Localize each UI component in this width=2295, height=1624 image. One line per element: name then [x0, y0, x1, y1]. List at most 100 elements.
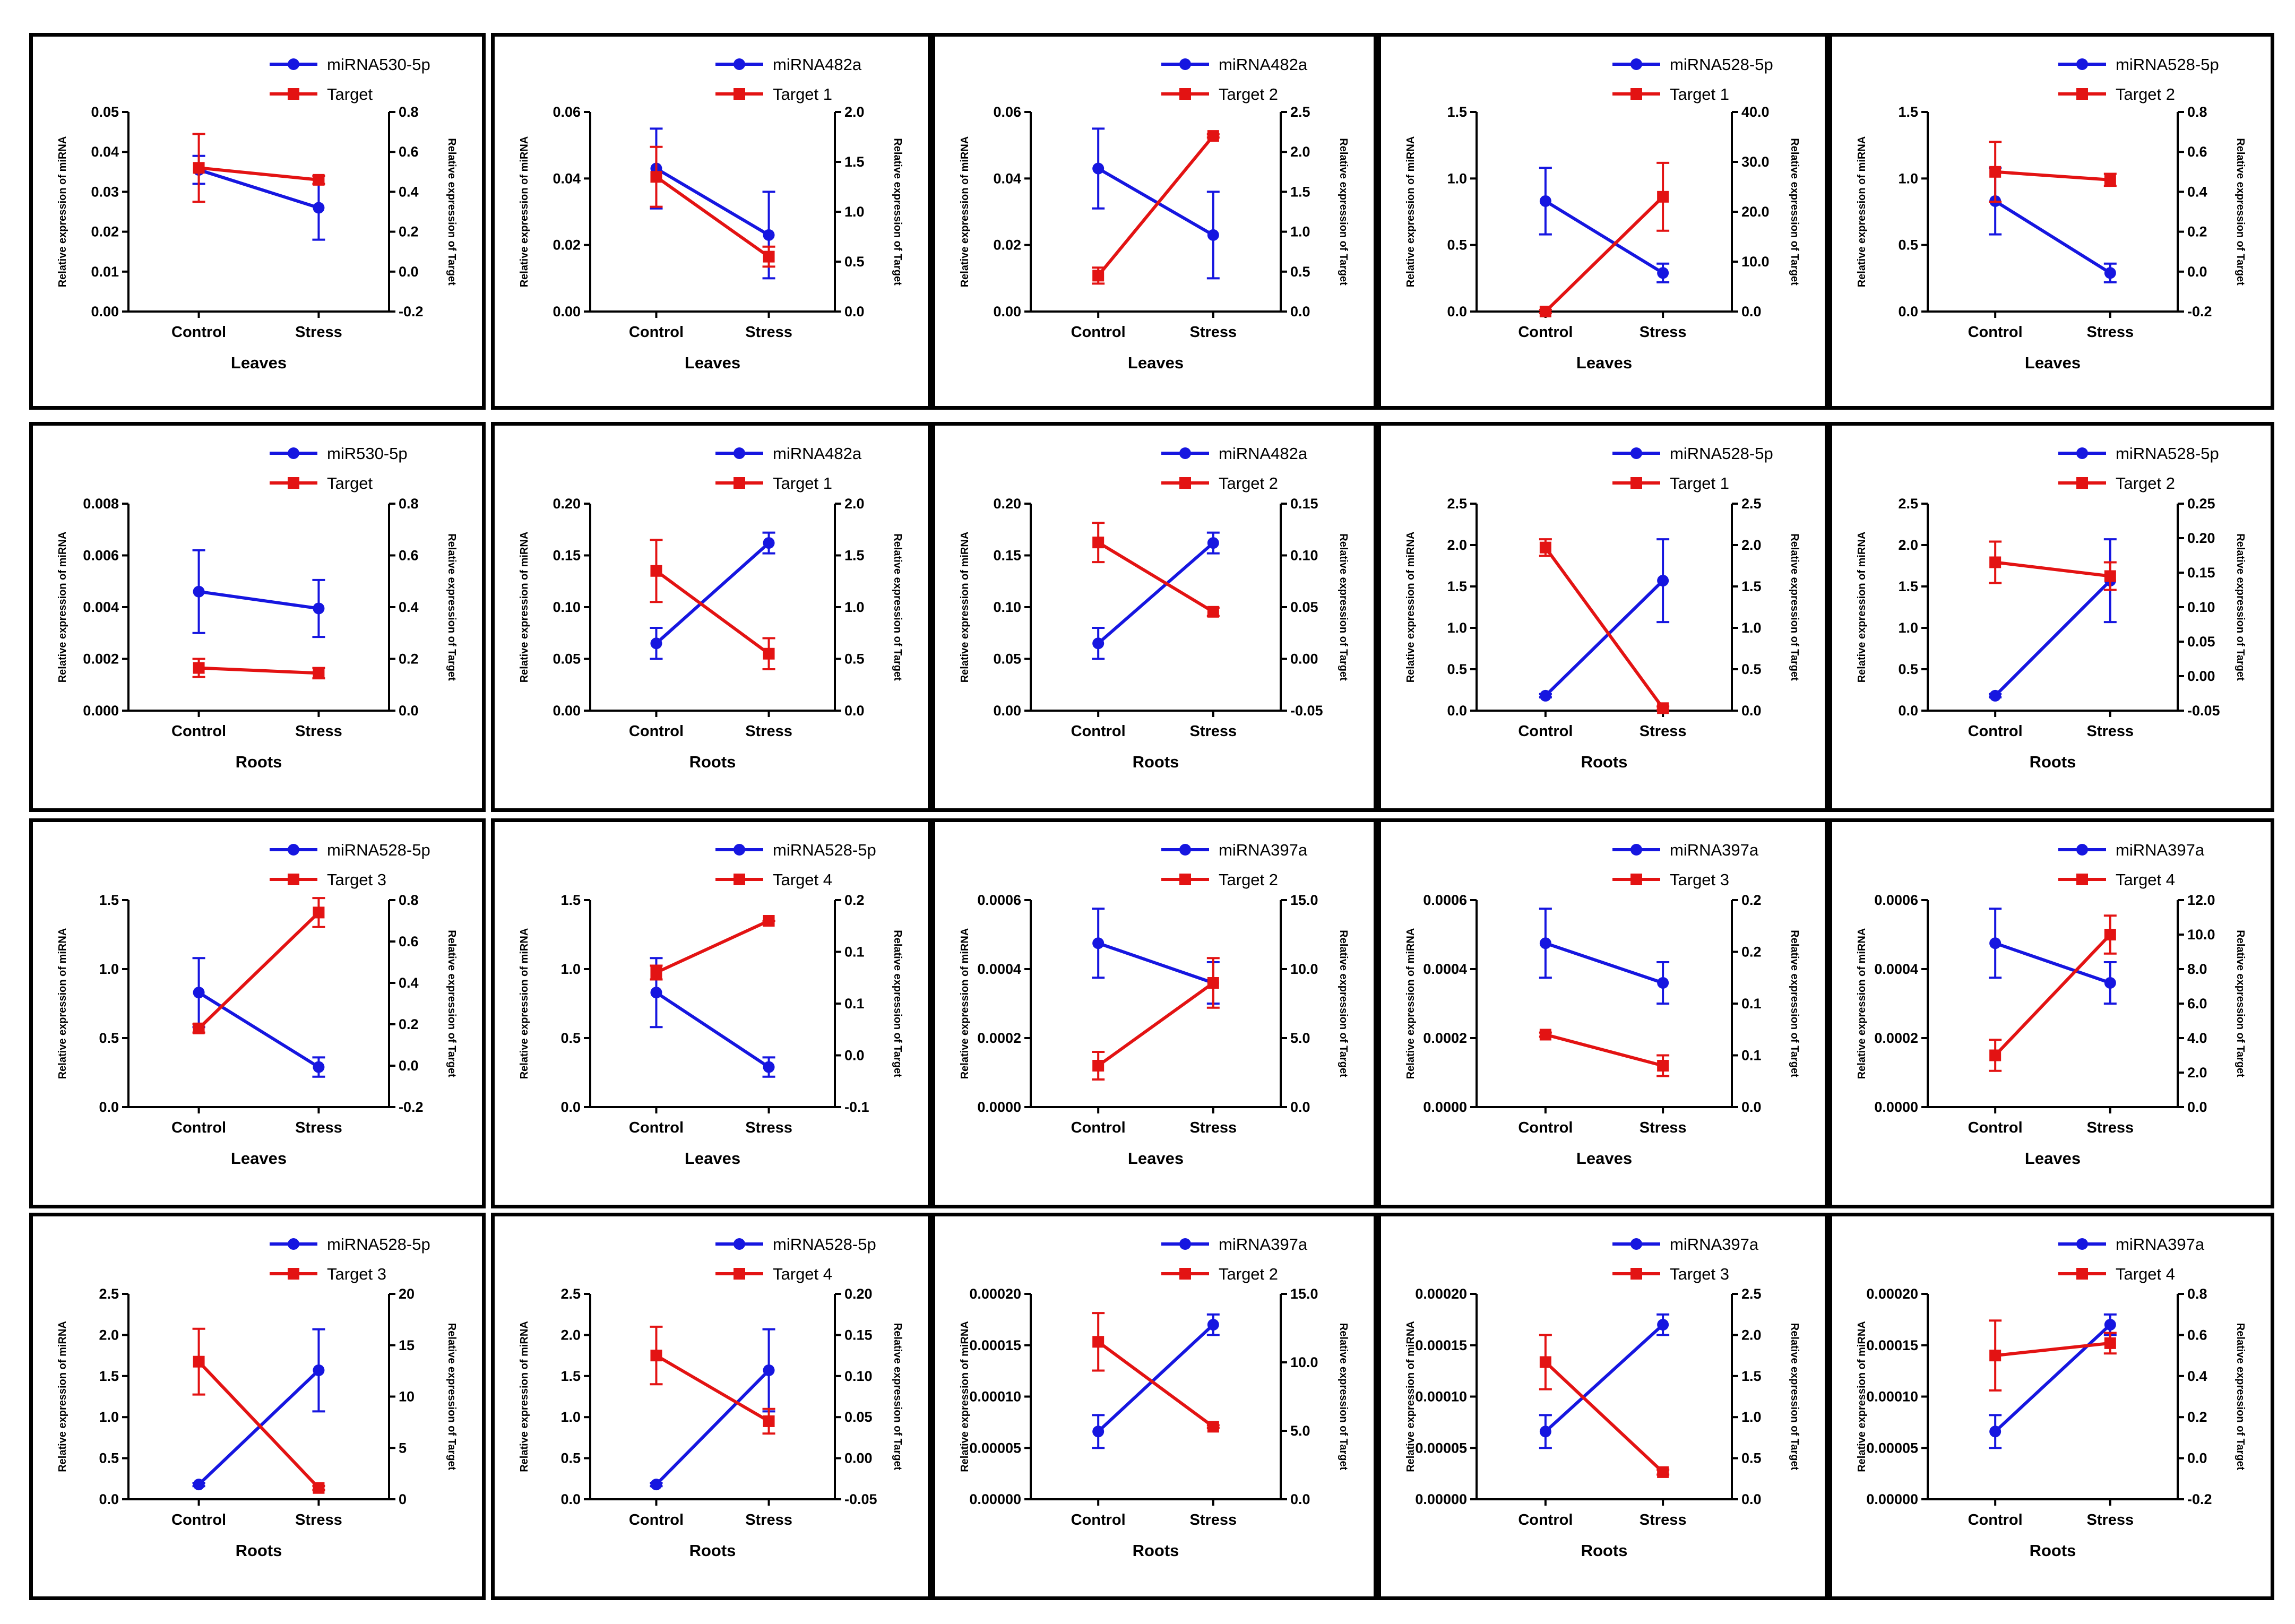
- x-category-label: Stress: [1640, 1119, 1687, 1136]
- left-tick-label: 1.0: [1447, 170, 1467, 186]
- left-tick-label: 0.04: [993, 170, 1021, 186]
- left-tick-label: 0.00000: [969, 1491, 1021, 1507]
- right-tick-label: 0.15: [844, 1327, 873, 1343]
- right-tick-label: 15.0: [1290, 892, 1318, 908]
- left-tick-label: 0.0000: [1874, 1099, 1918, 1115]
- x-category-label: Stress: [1189, 1119, 1237, 1136]
- right-tick-label: 0.00: [2187, 668, 2215, 684]
- x-category-label: Stress: [2086, 324, 2134, 341]
- right-tick-label: -0.1: [844, 1099, 869, 1115]
- legend-marker: [1630, 447, 1642, 459]
- x-category-label: Control: [629, 1511, 684, 1528]
- left-tick-label: 0.00015: [1415, 1337, 1467, 1353]
- data-point: [1092, 1336, 1105, 1348]
- left-tick-label: 0.00015: [969, 1337, 1021, 1353]
- x-category-label: Control: [1071, 1511, 1126, 1528]
- left-tick-label: 2.5: [1447, 496, 1467, 512]
- left-tick-label: 1.5: [560, 1368, 581, 1384]
- left-tick-label: 0.00: [553, 703, 581, 719]
- right-tick-label: 0.0: [844, 304, 865, 319]
- chart-panel: 0.0 0.5 1.0 1.5 -0.2 0.0 0.2 0.4 0.6 0.8 Control St…: [1828, 33, 2274, 410]
- data-point: [193, 162, 205, 174]
- legend-marker: [2076, 447, 2088, 459]
- right-tick-label: 2.0: [1741, 1327, 1762, 1343]
- data-point: [1207, 606, 1219, 618]
- series-line: [1097, 541, 1214, 645]
- right-tick-label: 0.0: [1741, 1491, 1762, 1507]
- left-axis-title: Relative expression of miRNA: [519, 136, 530, 288]
- legend-marker: [2076, 88, 2088, 100]
- legend-label: Target 2: [2116, 474, 2175, 493]
- right-tick-label: -0.05: [1290, 703, 1323, 719]
- x-axis-title: Roots: [1133, 1541, 1179, 1560]
- legend-label: Target 4: [773, 1265, 832, 1283]
- right-axis-title: Relative expression of Target: [446, 138, 458, 286]
- legend-label: miRNA482a: [1219, 444, 1308, 463]
- chart-panel: 0.00000 0.00005 0.00010 0.00015 0.00020 0.0 0.…: [1377, 1213, 1828, 1600]
- legend-label: Target 2: [1219, 870, 1278, 889]
- x-axis-title: Roots: [236, 1541, 282, 1560]
- series-line: [1995, 170, 2111, 182]
- left-axis-title: Relative expression of miRNA: [959, 1321, 971, 1472]
- legend-label: miRNA482a: [773, 55, 862, 74]
- right-tick-label: 0.4: [2187, 1368, 2207, 1384]
- x-axis-title: Roots: [236, 753, 282, 771]
- legend-marker: [1179, 58, 1191, 70]
- data-point: [1657, 977, 1669, 989]
- data-point: [1989, 689, 2001, 702]
- left-axis-title: Relative expression of miRNA: [1405, 136, 1417, 288]
- left-tick-label: 0.0002: [1874, 1030, 1918, 1046]
- legend-marker: [1630, 1268, 1642, 1280]
- left-tick-label: 0.006: [83, 548, 119, 564]
- left-tick-label: 0.00005: [1415, 1440, 1467, 1456]
- right-tick-label: -0.2: [2187, 1491, 2212, 1507]
- data-point: [1989, 1049, 2001, 1061]
- series-line: [655, 1369, 770, 1486]
- legend-marker: [734, 58, 745, 70]
- x-category-label: Stress: [1189, 324, 1237, 341]
- chart-svg: 0.0000 0.0002 0.0004 0.0006 0.0 0.1 0.1 0.2 0.2 C…: [1405, 841, 1800, 1168]
- legend-marker: [1630, 874, 1642, 885]
- right-tick-label: 0.10: [1290, 548, 1318, 564]
- data-point: [1989, 556, 2001, 568]
- left-tick-label: 0.00010: [1866, 1389, 1918, 1405]
- data-point: [1092, 1060, 1105, 1072]
- legend-label: Target 4: [2116, 870, 2175, 889]
- chart-panel: 0.00 0.05 0.10 0.15 0.20 -0.05 0.00 0.05 0.10 0.1…: [931, 422, 1377, 812]
- data-point: [313, 174, 325, 186]
- right-tick-label: 30.0: [1741, 154, 1770, 170]
- left-tick-label: 0.0004: [1423, 961, 1467, 977]
- chart-svg: 0.00 0.05 0.10 0.15 0.20 -0.05 0.00 0.05 0.10 0.1…: [959, 444, 1349, 771]
- x-category-label: Control: [1968, 1119, 2023, 1136]
- data-point: [313, 202, 325, 214]
- left-tick-label: 0.00020: [1415, 1286, 1467, 1302]
- chart-svg: 0.00 0.05 0.10 0.15 0.20 0.0 0.5 1.0 1.5 2.0 Contr…: [519, 444, 903, 771]
- left-tick-label: 1.5: [1447, 578, 1467, 594]
- right-tick-label: 0.05: [1290, 599, 1318, 615]
- legend-label: miRNA528-5p: [2116, 444, 2219, 463]
- left-tick-label: 0.03: [91, 184, 119, 200]
- left-axis-title: Relative expression of miRNA: [959, 928, 971, 1079]
- right-tick-label: 0.0: [1290, 1491, 1310, 1507]
- right-tick-label: 2.5: [1741, 496, 1762, 512]
- legend-marker: [734, 88, 745, 100]
- series-line: [197, 991, 320, 1069]
- left-tick-label: 0.02: [993, 237, 1021, 253]
- left-tick-label: 0.10: [993, 599, 1021, 615]
- chart-svg: 0.000 0.002 0.004 0.006 0.008 0.0 0.2 0.4 0.6 0.8…: [57, 444, 458, 771]
- left-tick-label: 1.0: [99, 1409, 119, 1425]
- left-tick-label: 0.01: [91, 264, 119, 280]
- right-tick-label: 2.0: [2187, 1065, 2207, 1081]
- legend-marker: [288, 1238, 299, 1250]
- data-point: [313, 1364, 325, 1376]
- series-line: [655, 175, 770, 258]
- legend-marker: [288, 447, 299, 459]
- x-category-label: Control: [1968, 324, 2023, 341]
- x-category-label: Stress: [1189, 723, 1237, 740]
- chart-svg: 0.0 0.5 1.0 1.5 2.0 2.5 -0.05 0.00 0.05 0.10 0.15 0…: [1856, 444, 2246, 771]
- legend-label: miRNA397a: [1670, 841, 1759, 859]
- series-line: [655, 569, 770, 655]
- right-tick-label: 0.05: [2187, 634, 2215, 650]
- left-axis-title: Relative expression of miRNA: [1405, 532, 1417, 683]
- legend-marker: [1179, 477, 1191, 489]
